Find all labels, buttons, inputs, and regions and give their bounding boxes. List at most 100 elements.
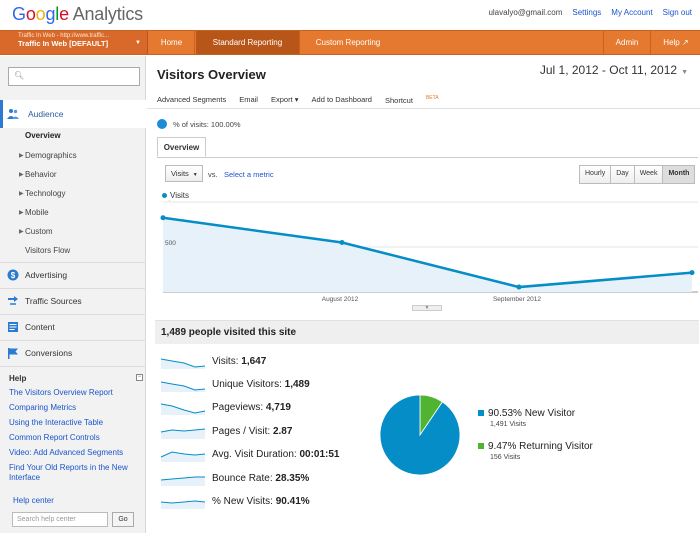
logo-letter: e — [59, 4, 69, 24]
triangle-right-icon: ▶ — [19, 191, 24, 197]
sidebar-item-audience[interactable]: Audience — [0, 100, 146, 128]
chart-point[interactable] — [516, 284, 522, 290]
metric-row[interactable]: Bounce Rate: 28.35% — [160, 470, 309, 488]
help-search-input[interactable]: Search help center — [12, 512, 108, 527]
tab-overview[interactable]: Overview — [157, 137, 206, 157]
chart-point[interactable] — [160, 215, 166, 221]
chart-y-tick-label: 1,000 — [165, 200, 182, 202]
shortcut-button[interactable]: Shortcut BETA — [385, 95, 439, 105]
date-range-picker[interactable]: Jul 1, 2012 - Oct 11, 2012 ▼ — [540, 63, 688, 77]
metric-row[interactable]: Avg. Visit Duration: 00:01:51 — [160, 446, 340, 464]
sparkline — [160, 381, 206, 392]
chevron-down-icon: ▼ — [192, 172, 198, 178]
profile-selector[interactable]: Traffic In Web - http://www.traffic... T… — [0, 31, 148, 54]
help-link[interactable]: Find Your Old Reports in the New Interfa… — [9, 463, 128, 482]
beta-badge: BETA — [425, 95, 439, 101]
help-link[interactable]: Common Report Controls — [9, 433, 100, 442]
metric-row[interactable]: Pages / Visit: 2.87 — [160, 423, 292, 441]
pie-legend-sub: 156 Visits — [490, 454, 521, 461]
metric-select[interactable]: Visits ▼ — [165, 165, 203, 182]
help-go-button[interactable]: Go — [112, 512, 134, 527]
help-link[interactable]: Comparing Metrics — [9, 403, 77, 412]
chart-resize-handle[interactable]: ▼ — [412, 305, 442, 311]
top-header: Google Analytics ulavalyo@gmail.com Sett… — [0, 0, 700, 30]
granularity-day-button[interactable]: Day — [611, 166, 635, 183]
logo-letter: g — [45, 4, 56, 24]
help-center-link[interactable]: Help center — [13, 496, 54, 505]
metric-name: % New Visits: — [212, 496, 273, 507]
my-account-link[interactable]: My Account — [611, 8, 653, 17]
visitor-type-pie-chart[interactable] — [379, 394, 461, 476]
tab-help[interactable]: Help ↗ — [663, 38, 689, 47]
add-to-dashboard-button[interactable]: Add to Dashboard — [311, 95, 372, 104]
summary-text: 1,489 people visited this site — [161, 327, 297, 338]
sidebar-item-label: Mobile — [25, 208, 49, 217]
chart-point[interactable] — [339, 240, 345, 245]
help-link[interactable]: Video: Add Advanced Segments — [9, 448, 124, 457]
metric-row[interactable]: % New Visits: 90.41% — [160, 493, 310, 511]
tab-custom-reporting[interactable]: Custom Reporting — [315, 38, 381, 47]
metric-value: 00:01:51 — [299, 449, 340, 460]
metric-row[interactable]: Pageviews: 4,719 — [160, 399, 291, 417]
sidebar-item-mobile[interactable]: ▶ Mobile — [19, 208, 49, 217]
logo-letter: l — [55, 4, 60, 24]
sidebar-item-label: Demographics — [25, 151, 77, 160]
granularity-week-button[interactable]: Week — [634, 166, 664, 183]
tab-standard-reporting[interactable]: Standard Reporting — [196, 31, 300, 54]
content-page-icon — [8, 322, 18, 332]
metric-row[interactable]: Visits: 1,647 — [160, 353, 266, 371]
chart-x-tick-label: September 2012 — [493, 296, 541, 303]
metric-select-value: Visits — [171, 169, 189, 178]
collapse-icon[interactable]: − — [136, 374, 143, 381]
sidebar-item-technology[interactable]: ▶ Technology — [19, 189, 65, 198]
sidebar: 🔍︎ Audience Overview ▶ Demographics ▶ Beha… — [0, 56, 146, 533]
legend-swatch — [478, 443, 484, 449]
sparkline — [160, 403, 206, 415]
chart-point[interactable] — [689, 270, 695, 276]
pie-legend-label: 90.53% New Visitor — [488, 408, 576, 419]
divider — [147, 108, 700, 109]
sidebar-item-conversions[interactable]: Conversions — [0, 341, 146, 365]
metric-name: Avg. Visit Duration: — [212, 449, 297, 460]
sidebar-item-content[interactable]: Content — [0, 315, 146, 339]
tab-admin[interactable]: Admin — [603, 31, 651, 54]
granularity-hourly-button[interactable]: Hourly — [580, 166, 612, 183]
sign-out-link[interactable]: Sign out — [662, 8, 692, 17]
logo-analytics-text: Analytics — [72, 4, 143, 24]
sidebar-item-demographics[interactable]: ▶ Demographics — [19, 151, 77, 160]
email-button[interactable]: Email — [239, 95, 258, 104]
sidebar-item-traffic-sources[interactable]: Traffic Sources — [0, 289, 146, 313]
select-metric-link[interactable]: Select a metric — [224, 170, 274, 179]
account-email: ulavalyo@gmail.com — [488, 8, 563, 17]
sidebar-item-overview[interactable]: Overview — [25, 131, 61, 140]
advanced-segments-button[interactable]: Advanced Segments — [157, 95, 227, 104]
sparkline — [160, 428, 206, 439]
sidebar-item-label: Traffic Sources — [25, 296, 82, 306]
metric-value: 90.41% — [275, 496, 310, 507]
pie-legend-sub: 1,491 Visits — [490, 421, 527, 428]
help-link[interactable]: Using the Interactive Table — [9, 418, 104, 427]
granularity-month-button[interactable]: Month — [663, 166, 695, 183]
metric-row[interactable]: Unique Visitors: 1,489 — [160, 376, 310, 394]
sidebar-item-advertising[interactable]: $ Advertising — [0, 263, 146, 287]
help-link[interactable]: The Visitors Overview Report — [9, 388, 113, 397]
sidebar-item-behavior[interactable]: ▶ Behavior — [19, 170, 57, 179]
report-toolbar: Advanced Segments Email Export ▾ Add to … — [157, 95, 452, 105]
logo-letter: o — [25, 4, 36, 24]
profile-name: Traffic In Web [DEFAULT] — [18, 39, 109, 48]
chart-x-tick-label: August 2012 — [322, 296, 359, 303]
sidebar-item-visitors-flow[interactable]: Visitors Flow — [25, 246, 71, 255]
sidebar-item-label: Behavior — [25, 170, 57, 179]
pie-slice-new-visitor[interactable] — [379, 394, 461, 476]
sidebar-item-custom[interactable]: ▶ Custom — [19, 227, 53, 236]
settings-link[interactable]: Settings — [572, 8, 602, 17]
divider — [0, 340, 146, 341]
sidebar-search-input[interactable]: 🔍︎ — [8, 67, 140, 86]
export-button[interactable]: Export ▾ — [270, 95, 299, 104]
sparkline — [160, 451, 206, 462]
google-analytics-logo[interactable]: Google Analytics — [12, 4, 143, 25]
help-title: Help — [9, 374, 27, 383]
segment-visits-percentage: % of visits: 100.00% — [157, 119, 241, 129]
tab-home[interactable]: Home — [149, 31, 195, 54]
visits-line-chart[interactable]: 1,000 500 August 2012 September 2012 — [147, 200, 700, 312]
